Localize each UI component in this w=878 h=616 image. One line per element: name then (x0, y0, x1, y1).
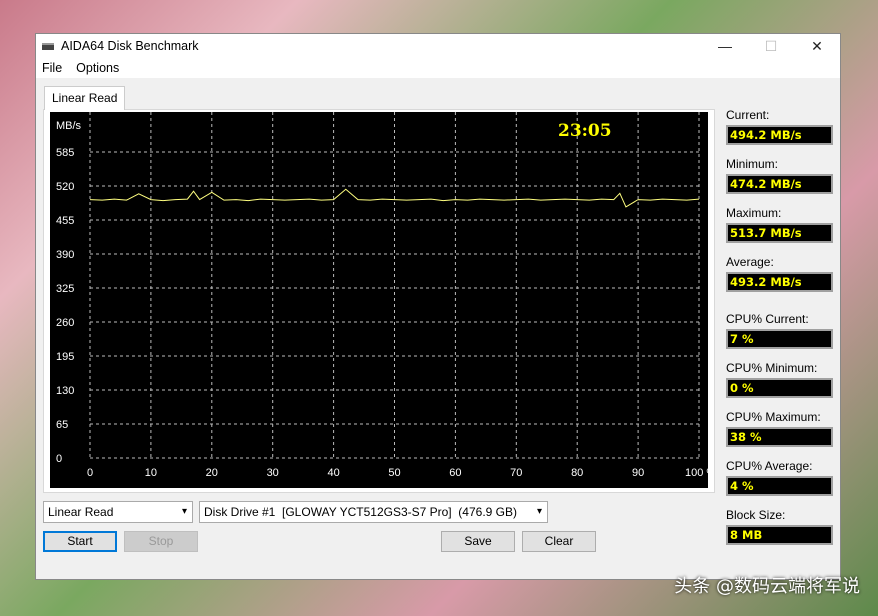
minimize-button[interactable]: — (718, 38, 732, 54)
menu-options[interactable]: Options (76, 61, 120, 75)
stat-value: 474.2 MB/s (726, 174, 833, 194)
clear-button[interactable]: Clear (522, 531, 596, 552)
stat-label: Minimum: (726, 157, 779, 171)
x-tick-label: 30 (267, 467, 279, 479)
y-tick-label: 195 (56, 351, 74, 363)
y-tick-label: 390 (56, 249, 74, 261)
stat-label: CPU% Maximum: (726, 410, 821, 424)
disk-icon (42, 42, 54, 50)
stat-label: Maximum: (726, 206, 782, 220)
x-tick-label: 90 (632, 467, 644, 479)
stat-value: 493.2 MB/s (726, 272, 833, 292)
y-tick-label: 260 (56, 317, 74, 329)
chevron-down-icon: ▾ (536, 506, 542, 517)
drive-select[interactable]: Disk Drive #1 [GLOWAY YCT512GS3-S7 Pro] … (199, 501, 548, 523)
stat-1: Minimum: 474.2 MB/s (726, 157, 833, 194)
y-tick-label: 130 (56, 385, 74, 397)
stat-4: CPU% Current: 7 % (726, 312, 833, 349)
y-tick-label: 325 (56, 283, 74, 295)
stat-label: CPU% Average: (726, 459, 813, 473)
tab-linear-read[interactable]: Linear Read (44, 86, 126, 110)
close-button[interactable]: ✕ (811, 37, 823, 54)
y-tick-label: 455 (56, 215, 74, 227)
x-tick-label: 10 (145, 467, 157, 479)
menu-bar: File Options (36, 58, 840, 78)
drive-select-value: Disk Drive #1 [GLOWAY YCT512GS3-S7 Pro] … (204, 505, 518, 519)
stat-3: Average: 493.2 MB/s (726, 255, 833, 292)
y-tick-label: 0 (56, 453, 62, 465)
stat-value: 494.2 MB/s (726, 125, 833, 145)
app-window: AIDA64 Disk Benchmark — ☐ ✕ File Options… (35, 33, 841, 580)
x-tick-label: 60 (449, 467, 461, 479)
test-select[interactable]: Linear Read ▾ (43, 501, 193, 523)
x-tick-label: 100 % (685, 467, 708, 479)
stat-6: CPU% Maximum: 38 % (726, 410, 833, 447)
stats-panel: Current: 494.2 MB/s Minimum: 474.2 MB/s Maxi… (726, 108, 833, 557)
stat-8: Block Size: 8 MB (726, 508, 833, 545)
x-tick-label: 80 (571, 467, 583, 479)
x-tick-label: 40 (327, 467, 339, 479)
window-title: AIDA64 Disk Benchmark (61, 39, 199, 53)
stat-label: Block Size: (726, 508, 786, 522)
y-tick-label: 585 (56, 147, 74, 159)
menu-file[interactable]: File (42, 61, 63, 75)
stat-value: 38 % (726, 427, 833, 447)
stat-value: 0 % (726, 378, 833, 398)
elapsed-timer: 23:05 (558, 121, 612, 141)
y-axis-label: MB/s (56, 120, 82, 132)
x-tick-label: 50 (388, 467, 400, 479)
x-tick-label: 20 (206, 467, 218, 479)
stat-value: 4 % (726, 476, 833, 496)
save-button[interactable]: Save (441, 531, 515, 552)
chevron-down-icon: ▾ (181, 506, 187, 517)
stat-label: Current: (726, 108, 770, 122)
stat-5: CPU% Minimum: 0 % (726, 361, 833, 398)
stat-value: 7 % (726, 329, 833, 349)
stat-2: Maximum: 513.7 MB/s (726, 206, 833, 243)
y-tick-label: 520 (56, 181, 74, 193)
x-tick-label: 70 (510, 467, 522, 479)
stat-0: Current: 494.2 MB/s (726, 108, 833, 145)
y-tick-label: 65 (56, 419, 68, 431)
stat-label: CPU% Minimum: (726, 361, 818, 375)
start-button[interactable]: Start (43, 531, 117, 552)
stat-label: Average: (726, 255, 774, 269)
title-bar: AIDA64 Disk Benchmark — ☐ ✕ (36, 34, 840, 58)
stop-button[interactable]: Stop (124, 531, 198, 552)
watermark: 头条 @数码云端将军说 (674, 576, 860, 597)
benchmark-chart: 0 10 20 30 40 50 60 70 80 90 100 % 0 65 130 195 260 325 3… (50, 112, 708, 488)
stat-7: CPU% Average: 4 % (726, 459, 833, 496)
stat-label: CPU% Current: (726, 312, 809, 326)
x-tick-label: 0 (87, 467, 93, 479)
maximize-button[interactable]: ☐ (764, 37, 778, 54)
test-select-value: Linear Read (48, 505, 114, 519)
read-speed-line (89, 188, 700, 208)
stat-value: 8 MB (726, 525, 833, 545)
stat-value: 513.7 MB/s (726, 223, 833, 243)
